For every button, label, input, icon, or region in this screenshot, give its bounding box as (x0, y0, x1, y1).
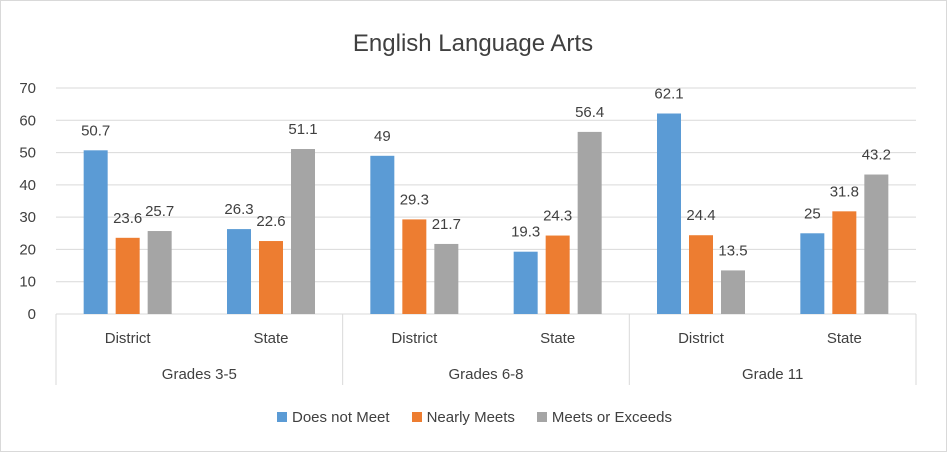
legend-item: Meets or Exceeds (536, 408, 672, 426)
axes: 0 10 20 30 40 50 60 70 District State District Stat… (19, 80, 917, 385)
legend-label: Meets or Exceeds (551, 408, 672, 426)
legend-item: Nearly Meets (411, 408, 515, 426)
gridlines (56, 87, 916, 283)
legend-label: Nearly Meets (426, 408, 515, 426)
bar (513, 251, 538, 314)
x-category-label: District (391, 330, 438, 347)
data-label: 23.6 (113, 210, 142, 227)
bar (115, 237, 140, 314)
y-tick-label: 60 (19, 112, 36, 129)
x-category-label: District (678, 330, 725, 347)
data-label: 56.4 (575, 104, 604, 121)
bars (83, 113, 889, 315)
x-group-label: Grades 3-5 (162, 366, 237, 383)
data-label: 43.2 (862, 147, 891, 164)
x-group-label: Grade 11 (742, 366, 803, 383)
y-tick-label: 30 (19, 209, 36, 226)
data-label: 25.7 (145, 203, 174, 220)
y-tick-label: 50 (19, 145, 36, 162)
y-tick-label: 20 (19, 241, 36, 258)
bar (259, 241, 283, 314)
legend-swatch (536, 412, 547, 422)
x-category-label: State (253, 330, 288, 347)
data-label: 25 (804, 205, 821, 222)
legend-label: Does not Meet (292, 408, 390, 426)
y-tick-label: 40 (19, 177, 36, 194)
data-label: 24.3 (543, 208, 572, 225)
bar-chart: English Language Arts 0 10 20 30 40 50 60 70 Dis… (19, 30, 917, 385)
x-category-label: State (540, 330, 575, 347)
data-label: 26.3 (224, 201, 253, 218)
data-label: 49 (374, 128, 391, 145)
data-label: 50.7 (81, 122, 110, 139)
bar (577, 131, 602, 314)
x-category-label: District (105, 330, 152, 347)
data-label: 13.5 (718, 242, 747, 259)
y-tick-label: 10 (19, 274, 36, 291)
data-label: 22.6 (256, 213, 285, 230)
bar (291, 149, 315, 314)
bar (864, 174, 889, 314)
data-label: 62.1 (654, 86, 683, 103)
bar (689, 235, 713, 314)
bar (370, 155, 395, 314)
data-label: 24.4 (686, 207, 715, 224)
bar (832, 211, 857, 314)
bar (434, 243, 459, 314)
data-label: 19.3 (511, 224, 540, 241)
legend-swatch (411, 412, 422, 422)
legend-swatch (277, 412, 287, 422)
bar (657, 113, 681, 315)
x-group-label: Grades 6-8 (448, 366, 523, 383)
data-label: 29.3 (400, 191, 429, 208)
bar (83, 150, 108, 314)
data-label: 31.8 (830, 183, 859, 200)
bar (402, 219, 427, 314)
data-label: 21.7 (432, 216, 461, 233)
y-tick-label: 70 (19, 80, 36, 97)
bar (721, 270, 745, 314)
bar (147, 231, 172, 314)
x-category-label: State (827, 330, 862, 347)
chart-title: English Language Arts (353, 30, 593, 57)
bar (800, 233, 825, 314)
legend: Does not Meet Nearly Meets Meets or Exceed… (1, 405, 947, 429)
data-label: 51.1 (288, 121, 317, 138)
legend-item: Does not Meet (277, 409, 390, 426)
bar (227, 229, 251, 314)
bar (545, 235, 570, 314)
y-tick-label: 0 (28, 306, 36, 323)
